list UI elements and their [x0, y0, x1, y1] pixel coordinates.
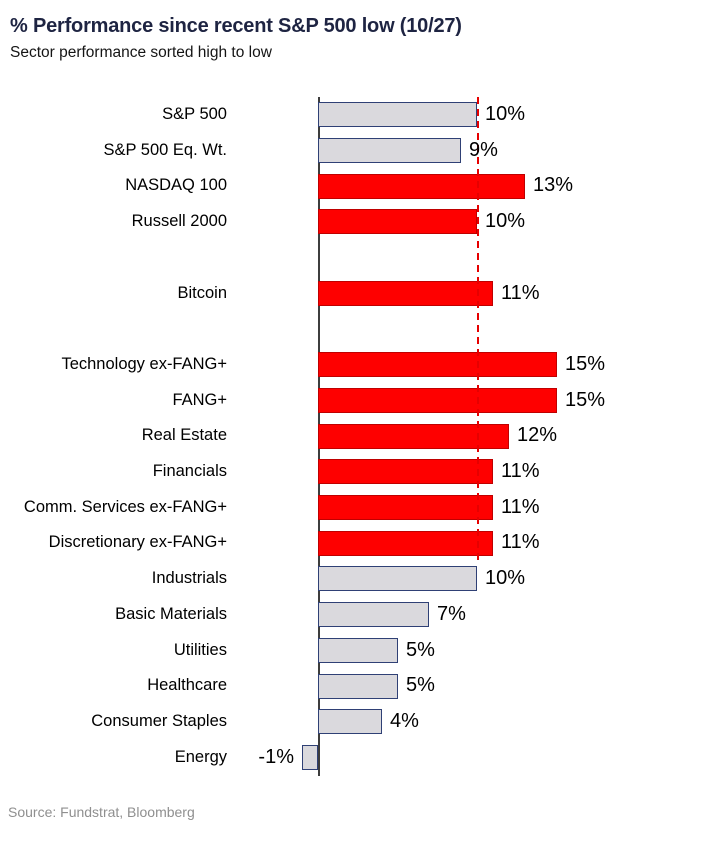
value-bar — [318, 566, 477, 592]
category-label: Bitcoin — [177, 283, 227, 302]
bar-row: Energy -1% — [0, 740, 727, 776]
value-bar — [318, 280, 493, 306]
bar-row: Basic Materials 7% — [0, 597, 727, 633]
category-label: Energy — [174, 747, 227, 766]
value-label: -1% — [258, 745, 294, 768]
bar-row: Healthcare 5% — [0, 668, 727, 704]
value-label: 7% — [437, 602, 466, 625]
category-label: Financials — [152, 462, 227, 480]
bar-row: Bitcoin 11% — [0, 276, 727, 312]
category-label: Technology ex-FANG+ — [61, 354, 227, 373]
value-label: 10% — [485, 567, 526, 590]
value-bar — [318, 709, 382, 735]
value-bar — [318, 423, 509, 449]
bar-row: Real Estate 12% — [0, 418, 727, 454]
value-label: 11% — [501, 460, 540, 482]
value-bar — [318, 173, 525, 199]
value-bar — [318, 138, 461, 164]
value-bar — [302, 744, 318, 770]
category-label: Industrials — [151, 569, 227, 588]
category-label: Russell 2000 — [131, 212, 227, 231]
reference-dashed-line — [477, 97, 479, 561]
category-label: FANG+ — [172, 390, 227, 409]
category-label: Consumer Staples — [91, 711, 227, 730]
value-label: 11% — [501, 281, 540, 304]
category-label: NASDAQ 100 — [125, 176, 227, 195]
value-bar — [318, 209, 477, 235]
chart-subtitle: Sector performance sorted high to low — [10, 44, 272, 61]
bar-row: Consumer Staples 4% — [0, 704, 727, 740]
value-label: 13% — [533, 174, 574, 197]
category-label: Comm. Services ex-FANG+ — [23, 497, 227, 516]
value-label: 15% — [565, 388, 606, 411]
value-bar — [318, 102, 477, 128]
spacer-row — [0, 311, 727, 347]
value-bar — [318, 387, 557, 413]
category-label: S&P 500 — [162, 105, 227, 123]
bar-row: Industrials 10% — [0, 561, 727, 597]
value-label: 12% — [517, 424, 558, 447]
chart-title: % Performance since recent S&P 500 low (… — [10, 15, 462, 37]
source-note: Source: Fundstrat, Bloomberg — [8, 804, 195, 820]
value-bar — [318, 530, 493, 556]
value-bar — [318, 459, 493, 485]
value-label: 4% — [390, 709, 419, 732]
spacer-row — [0, 240, 727, 276]
bar-row: FANG+ 15% — [0, 383, 727, 419]
value-bar — [318, 495, 493, 521]
value-label: 5% — [406, 638, 435, 661]
value-label: 11% — [501, 495, 540, 518]
bar-row: Discretionary ex-FANG+ 11% — [0, 525, 727, 561]
bar-chart: S&P 500 10% S&P 500 Eq. Wt. 9% NASDAQ 100 13%… — [0, 97, 727, 776]
bar-row: NASDAQ 100 13% — [0, 168, 727, 204]
category-label: S&P 500 Eq. Wt. — [103, 140, 227, 159]
bar-row: Utilities 5% — [0, 633, 727, 669]
category-label: Discretionary ex-FANG+ — [48, 533, 227, 552]
value-bar — [318, 352, 557, 378]
bar-row: Financials 11% — [0, 454, 727, 490]
value-bar — [318, 602, 429, 628]
value-bar — [318, 673, 398, 699]
category-label: Utilities — [173, 640, 227, 659]
value-label: 15% — [565, 352, 606, 375]
category-label: Real Estate — [141, 426, 227, 445]
value-label: 10% — [485, 210, 526, 233]
value-bar — [318, 637, 398, 663]
value-label: 9% — [469, 138, 498, 161]
category-label: Basic Materials — [115, 604, 227, 623]
bar-row: Russell 2000 10% — [0, 204, 727, 240]
value-label: 11% — [501, 531, 540, 554]
bar-row: Comm. Services ex-FANG+ 11% — [0, 490, 727, 526]
bar-row: Technology ex-FANG+ 15% — [0, 347, 727, 383]
value-label: 10% — [485, 103, 526, 125]
value-label: 5% — [406, 674, 435, 697]
bar-row: S&P 500 10% — [0, 97, 727, 133]
category-label: Healthcare — [147, 676, 227, 695]
bar-row: S&P 500 Eq. Wt. 9% — [0, 133, 727, 169]
